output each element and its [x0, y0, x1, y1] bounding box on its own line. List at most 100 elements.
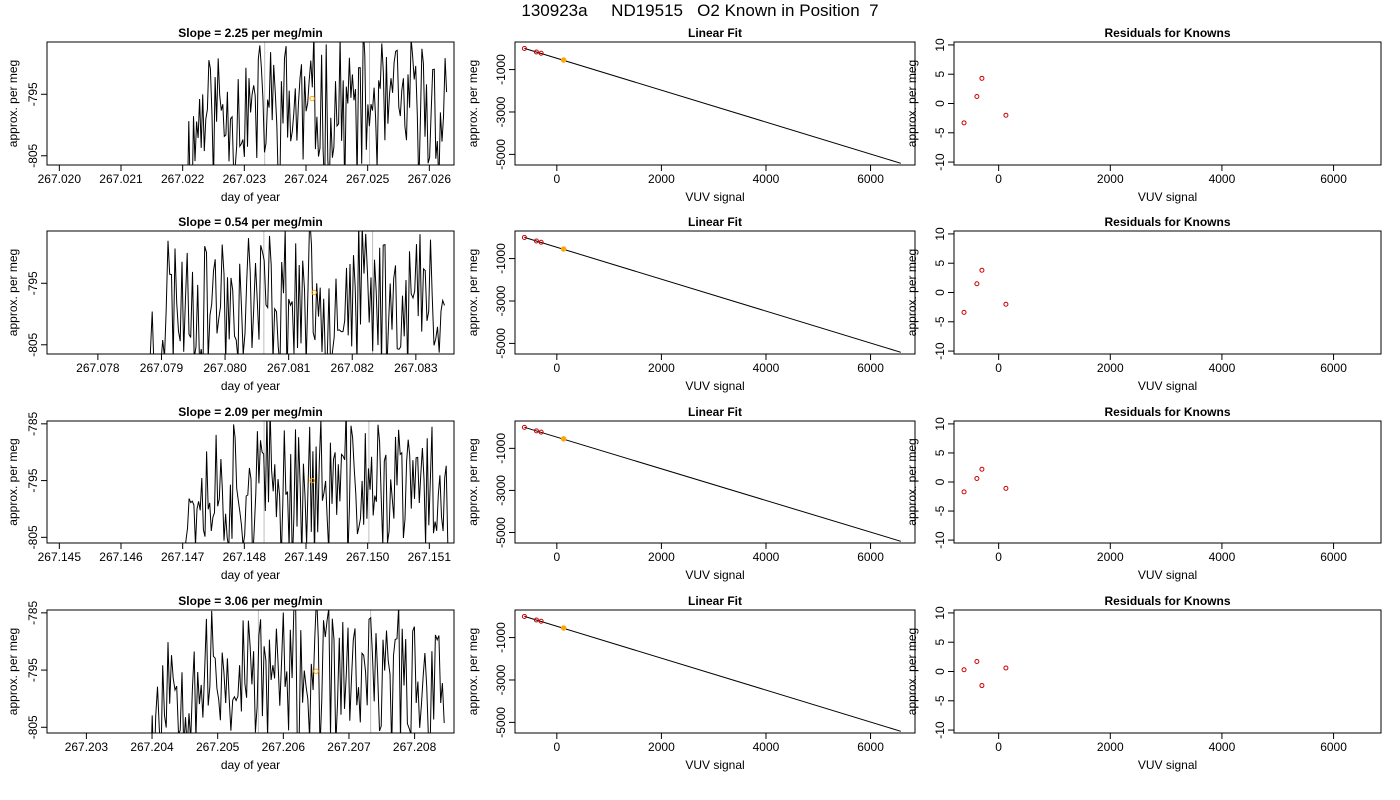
y-tick-label: -5000	[494, 328, 508, 359]
y-tick-label: -795	[26, 271, 40, 295]
highlight-point	[309, 95, 315, 102]
x-tick-label: 267.023	[223, 172, 267, 186]
y-tick-label: 5	[933, 260, 947, 267]
chart-panel-11: Linear Fit VUV signal approx. per meg 0 2000…	[466, 594, 916, 772]
chart-title: Linear Fit	[688, 405, 742, 419]
y-tick-label: 10	[933, 227, 947, 241]
y-tick-label: -1000	[494, 622, 508, 653]
x-axis-label: VUV signal	[685, 379, 744, 393]
x-tick-label: 0	[553, 172, 560, 186]
fit-line	[524, 426, 902, 542]
x-tick-label: 0	[553, 361, 560, 375]
data-point	[1003, 112, 1009, 118]
chart-title: Slope = 0.54 per meg/min	[178, 215, 322, 229]
x-tick-label: 267.082	[331, 361, 375, 375]
highlight-point	[309, 477, 315, 484]
chart-title: Linear Fit	[688, 26, 742, 40]
x-tick-label: 2000	[1097, 550, 1124, 564]
chart-panel-2: Linear Fit VUV signal approx. per meg 0 2000…	[466, 26, 916, 204]
x-tick-label: 267.025	[346, 172, 390, 186]
x-tick-label: 267.078	[76, 361, 120, 375]
y-axis-label: approx. per meg	[466, 438, 480, 525]
page-title: 130923a ND19515 O2 Known in Position 7	[521, 1, 879, 20]
y-tick-label: -10	[933, 342, 947, 360]
data-point	[533, 238, 539, 244]
x-axis-label: day of year	[221, 379, 280, 393]
x-axis-label: VUV signal	[1138, 758, 1197, 772]
y-tick-label: 10	[933, 417, 947, 431]
x-tick-label: 0	[553, 740, 560, 754]
x-axis-label: VUV signal	[685, 190, 744, 204]
highlight-point	[560, 246, 567, 252]
y-tick-label: -5	[933, 505, 947, 516]
x-tick-label: 267.026	[408, 172, 452, 186]
highlight-point	[560, 57, 567, 63]
y-tick-label: 10	[933, 606, 947, 620]
data-point	[979, 466, 985, 472]
highlight-point	[560, 436, 567, 442]
x-tick-label: 267.024	[284, 172, 328, 186]
data-point	[979, 75, 985, 81]
x-tick-label: 4000	[1209, 172, 1236, 186]
data-point	[538, 239, 544, 245]
y-axis-label: approx. per meg	[6, 249, 20, 336]
data-point	[974, 476, 980, 482]
x-tick-label: 4000	[1209, 550, 1236, 564]
x-axis-label: VUV signal	[685, 758, 744, 772]
x-tick-label: 6000	[857, 740, 884, 754]
y-tick-label: -795	[26, 468, 40, 492]
y-axis-label: approx. per meg	[905, 249, 919, 336]
x-tick-label: 6000	[1320, 172, 1347, 186]
chart-panel-1: Slope = 2.25 per meg/min day of year appro…	[6, 26, 455, 204]
data-series-line	[187, 42, 448, 165]
x-tick-label: 267.083	[394, 361, 438, 375]
data-point	[538, 50, 544, 56]
y-axis-label: approx. per meg	[6, 628, 20, 715]
chart-panel-4: Slope = 0.54 per meg/min day of year appro…	[6, 215, 455, 393]
data-series-line	[149, 231, 445, 354]
x-tick-label: 4000	[753, 361, 780, 375]
x-tick-label: 267.145	[38, 550, 82, 564]
chart-title: Residuals for Knowns	[1104, 215, 1230, 229]
x-tick-label: 2000	[648, 740, 675, 754]
x-tick-label: 267.208	[393, 740, 437, 754]
chart-panel-5: Linear Fit VUV signal approx. per meg 0 2000…	[466, 215, 916, 393]
plot-frame	[953, 230, 1382, 355]
y-tick-label: -1000	[494, 433, 508, 464]
plot-area	[151, 610, 445, 733]
y-tick-label: 10	[933, 38, 947, 52]
x-axis-label: day of year	[221, 758, 280, 772]
data-point	[538, 429, 544, 435]
y-tick-label: -805	[26, 715, 40, 739]
y-tick-label: 0	[933, 478, 947, 485]
plot-frame	[514, 420, 916, 544]
y-tick-label: -5000	[494, 707, 508, 738]
y-tick-label: -3000	[494, 285, 508, 316]
data-point	[974, 93, 980, 99]
data-point	[533, 428, 539, 434]
x-tick-label: 4000	[753, 172, 780, 186]
x-tick-label: 0	[553, 550, 560, 564]
plot-area	[149, 231, 445, 354]
x-tick-label: 0	[995, 361, 1002, 375]
x-tick-label: 267.206	[262, 740, 306, 754]
x-tick-label: 4000	[1209, 361, 1236, 375]
data-point	[961, 489, 967, 495]
y-tick-label: -5	[933, 316, 947, 327]
y-tick-label: -805	[26, 332, 40, 356]
y-tick-label: 0	[933, 668, 947, 675]
plot-frame	[514, 230, 916, 355]
data-point	[521, 424, 527, 430]
y-tick-label: -10	[933, 153, 947, 171]
plot-area	[961, 466, 1009, 495]
y-tick-label: -785	[26, 412, 40, 436]
y-tick-label: -5	[933, 695, 947, 706]
y-tick-label: -10	[933, 721, 947, 739]
plot-area	[521, 424, 902, 542]
data-point	[533, 617, 539, 623]
y-tick-label: -1000	[494, 243, 508, 274]
chart-title: Residuals for Knowns	[1104, 405, 1230, 419]
x-tick-label: 267.147	[161, 550, 205, 564]
chart-title: Residuals for Knowns	[1104, 26, 1230, 40]
plot-area	[185, 421, 449, 543]
